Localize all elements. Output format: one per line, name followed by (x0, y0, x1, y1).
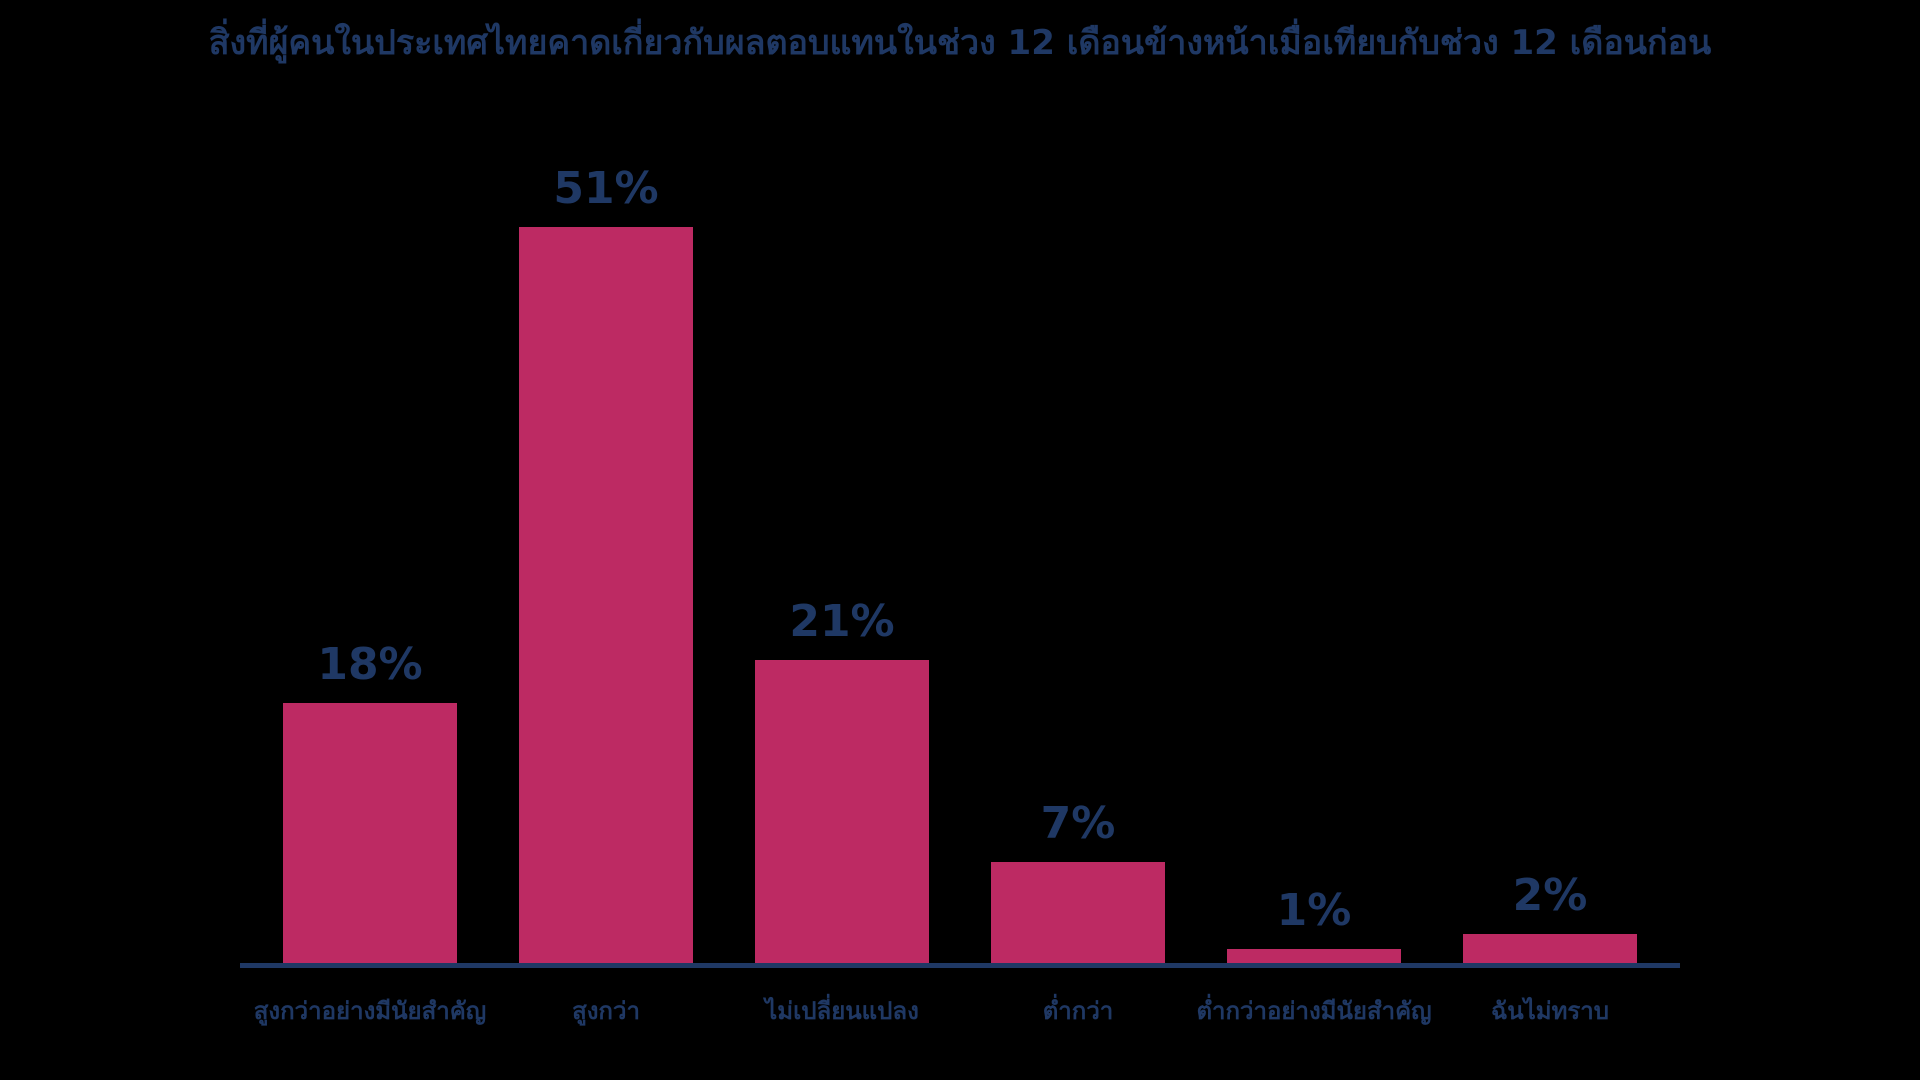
category-label-text: ต่ำกว่า (1042, 997, 1114, 1025)
bar (283, 703, 457, 963)
bar-chart-plot: 18% 51% 21% 7% 1% 2% สูงกว่าอย่างมีนัยสำคัญ สู… (240, 0, 1680, 1080)
bar-column: 1% (1227, 889, 1401, 963)
bar-column: 51% (519, 167, 693, 963)
bar (755, 660, 929, 963)
chart-title: สิ่งที่ผู้คนในประเทศไทยคาดเกี่ยวกับผลตอบ… (208, 23, 1712, 63)
bar-value-label: 18% (317, 639, 423, 690)
bar-value-label: 21% (789, 596, 895, 647)
bar-value-label: 1% (1276, 885, 1352, 936)
category-label-text: สูงกว่าอย่างมีนัยสำคัญ (253, 997, 487, 1025)
category-label: ต่ำกว่าอย่างมีนัยสำคัญ (1196, 996, 1431, 1027)
category-label: ไม่เปลี่ยนแปลง (755, 996, 929, 1027)
category-label: ต่ำกว่า (991, 996, 1165, 1027)
category-label-text: ฉันไม่ทราบ (1490, 997, 1610, 1025)
bar-column: 18% (283, 643, 457, 963)
bar-value-label: 7% (1040, 798, 1116, 849)
bar-value-label: 51% (553, 163, 659, 214)
bar-column: 7% (991, 802, 1165, 963)
category-label-text: สูงกว่า (572, 997, 640, 1025)
bar-column: 2% (1463, 874, 1637, 963)
bar-columns: 18% 51% 21% 7% 1% 2% (283, 167, 1637, 963)
bar-column: 21% (755, 600, 929, 963)
bar (1463, 934, 1637, 963)
category-label: สูงกว่าอย่างมีนัยสำคัญ (254, 996, 486, 1027)
bar (1227, 949, 1401, 963)
category-label: สูงกว่า (519, 996, 693, 1027)
x-axis-category-labels: สูงกว่าอย่างมีนัยสำคัญ สูงกว่า ไม่เปลี่ยนแ… (254, 996, 1637, 1027)
x-axis-line (240, 963, 1680, 968)
bar (519, 227, 693, 963)
bar (991, 862, 1165, 963)
bar-value-label: 2% (1512, 870, 1588, 921)
category-label-text: ไม่เปลี่ยนแปลง (765, 997, 919, 1025)
category-label: ฉันไม่ทราบ (1463, 996, 1637, 1027)
category-label-text: ต่ำกว่าอย่างมีนัยสำคัญ (1196, 997, 1432, 1025)
